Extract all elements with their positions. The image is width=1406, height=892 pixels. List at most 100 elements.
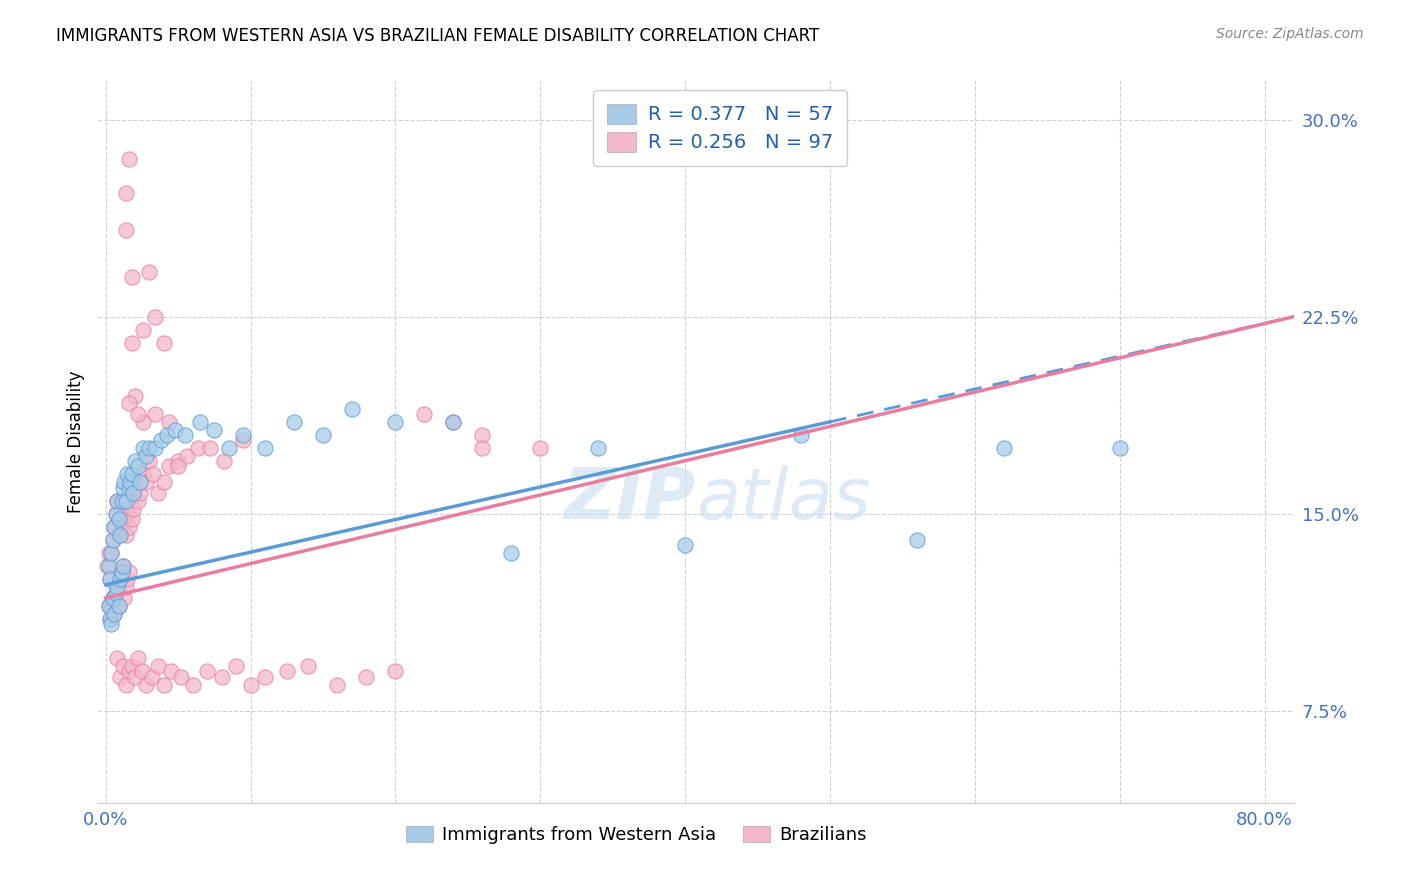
Point [97, 546, 120, 560]
Point [105, 493, 128, 508]
Point [100, 617, 122, 632]
Point [127, 407, 149, 421]
Point [118, 520, 141, 534]
Point [138, 265, 160, 279]
Legend: Immigrants from Western Asia, Brazilians: Immigrants from Western Asia, Brazilians [398, 819, 875, 852]
Point [101, 591, 124, 605]
Point [121, 659, 143, 673]
Point [232, 434, 254, 448]
Point [97, 599, 120, 613]
Point [142, 467, 165, 482]
Point [167, 459, 190, 474]
Point [118, 396, 141, 410]
Point [170, 670, 193, 684]
Point [146, 659, 169, 673]
Point [253, 441, 276, 455]
Point [152, 677, 174, 691]
Point [122, 501, 145, 516]
Point [121, 512, 143, 526]
Point [160, 665, 183, 679]
Point [276, 665, 298, 679]
Point [181, 677, 204, 691]
Point [118, 481, 141, 495]
Text: IMMIGRANTS FROM WESTERN ASIA VS BRAZILIAN FEMALE DISABILITY CORRELATION CHART: IMMIGRANTS FROM WESTERN ASIA VS BRAZILIA… [56, 27, 820, 45]
Point [790, 428, 813, 442]
Point [108, 528, 131, 542]
Point [124, 454, 146, 468]
Point [198, 441, 221, 455]
Point [112, 559, 135, 574]
Point [214, 454, 236, 468]
Point [112, 481, 135, 495]
Point [188, 415, 211, 429]
Point [132, 467, 155, 482]
Point [108, 573, 131, 587]
Point [118, 565, 141, 579]
Point [96, 559, 118, 574]
Point [101, 591, 124, 605]
Point [108, 528, 131, 542]
Point [122, 485, 145, 500]
Point [202, 423, 225, 437]
Point [297, 659, 319, 673]
Point [107, 512, 129, 526]
Point [232, 428, 254, 442]
Point [114, 475, 136, 490]
Point [101, 533, 124, 547]
Point [138, 441, 160, 455]
Point [129, 485, 152, 500]
Point [100, 546, 122, 560]
Point [110, 520, 132, 534]
Point [115, 580, 138, 594]
Point [118, 152, 141, 166]
Point [105, 493, 128, 508]
Point [108, 670, 131, 684]
Point [586, 441, 609, 455]
Point [501, 546, 523, 560]
Point [115, 528, 138, 542]
Point [121, 467, 143, 482]
Point [124, 481, 146, 495]
Point [112, 493, 135, 508]
Point [471, 441, 494, 455]
Point [97, 599, 120, 613]
Point [114, 591, 136, 605]
Point [135, 475, 157, 490]
Point [103, 607, 125, 621]
Point [132, 323, 155, 337]
Point [98, 612, 121, 626]
Point [326, 677, 349, 691]
Point [165, 423, 187, 437]
Point [356, 670, 378, 684]
Point [146, 485, 169, 500]
Point [143, 407, 166, 421]
Point [176, 449, 198, 463]
Point [117, 573, 139, 587]
Point [195, 665, 218, 679]
Point [135, 449, 157, 463]
Point [107, 599, 129, 613]
Point [100, 546, 122, 560]
Point [110, 565, 132, 579]
Point [283, 415, 305, 429]
Point [340, 401, 363, 416]
Point [138, 454, 160, 468]
Point [121, 270, 143, 285]
Point [529, 441, 551, 455]
Point [441, 415, 464, 429]
Point [157, 415, 180, 429]
Point [993, 441, 1015, 455]
Point [218, 441, 240, 455]
Point [104, 507, 127, 521]
Point [157, 459, 180, 474]
Point [112, 659, 135, 673]
Point [905, 533, 928, 547]
Text: ZIP: ZIP [564, 465, 696, 533]
Point [98, 612, 121, 626]
Point [117, 467, 139, 482]
Point [97, 559, 120, 574]
Point [152, 475, 174, 490]
Point [384, 415, 406, 429]
Point [131, 665, 153, 679]
Point [127, 493, 149, 508]
